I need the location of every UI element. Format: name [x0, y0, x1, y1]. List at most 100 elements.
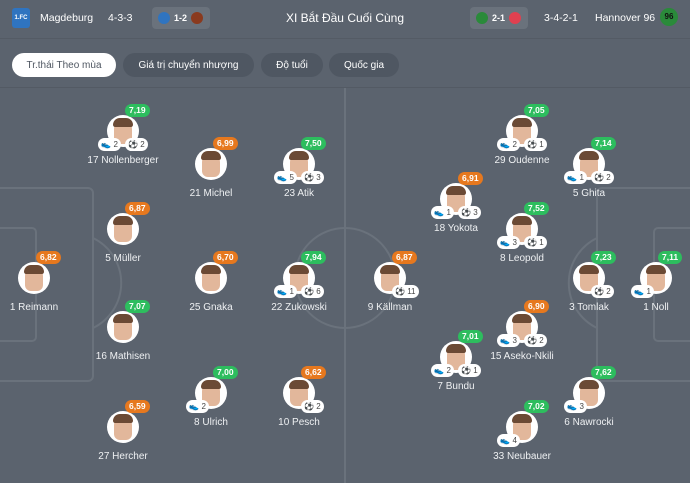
- tab-nationality[interactable]: Quốc gia: [329, 53, 399, 77]
- tab-season-stats[interactable]: Tr.thái Theo mùa: [12, 53, 116, 77]
- player-avatar[interactable]: 6,90 👟 3 ⚽ 2: [497, 300, 549, 347]
- boot-icon: 👟: [567, 173, 578, 182]
- home-last-score: 1-2: [174, 13, 188, 23]
- home-last-match[interactable]: 1-2: [152, 7, 210, 29]
- football-icon: ⚽: [128, 140, 138, 149]
- player-name[interactable]: 33 Neubauer: [493, 451, 551, 462]
- boot-icon: 👟: [500, 336, 511, 345]
- player-avatar[interactable]: 7,52 👟 3 ⚽ 1: [497, 202, 549, 249]
- player-avatar[interactable]: 7,00 👟 2: [186, 366, 238, 413]
- player-avatar[interactable]: 6,99: [195, 137, 238, 180]
- boot-icon: 👟: [277, 287, 288, 296]
- player-avatar[interactable]: 6,87: [107, 202, 150, 245]
- tab-market-value[interactable]: Giá trị chuyển nhượng: [123, 53, 254, 77]
- assists-count: 1: [446, 208, 451, 217]
- player-name[interactable]: 29 Oudenne: [494, 155, 550, 166]
- away-last-match[interactable]: 2-1: [470, 7, 528, 29]
- assists-stat: 👟 3: [564, 400, 587, 413]
- player-name[interactable]: 5 Müller: [105, 253, 141, 264]
- assists-stat: 👟 4: [497, 434, 520, 447]
- player-avatar[interactable]: 7,23 ⚽ 2: [573, 251, 616, 298]
- assists-stat: 👟 5: [274, 171, 297, 184]
- goals-stat: ⚽ 2: [591, 171, 614, 184]
- rating-badge: 7,02: [524, 400, 549, 413]
- rating-badge: 6,70: [213, 251, 238, 264]
- player-name[interactable]: 23 Atik: [283, 188, 315, 199]
- goals-count: 2: [606, 173, 611, 182]
- tab-bar: Tr.thái Theo mùa Giá trị chuyển nhượng Đ…: [0, 38, 690, 88]
- goals-stat: ⚽ 2: [524, 334, 547, 347]
- rating-badge: 7,01: [458, 330, 483, 343]
- player-name[interactable]: 17 Nollenberger: [87, 155, 159, 166]
- player-name[interactable]: 6 Nawrocki: [564, 417, 614, 428]
- rating-badge: 6,91: [458, 172, 483, 185]
- football-icon: ⚽: [304, 287, 314, 296]
- player-avatar[interactable]: 7,01 👟 2 ⚽ 1: [431, 330, 483, 377]
- player-avatar[interactable]: 7,07: [107, 300, 150, 343]
- player-name[interactable]: 5 Ghita: [572, 188, 606, 199]
- rating-badge: 7,07: [125, 300, 150, 313]
- player-avatar[interactable]: 7,50 👟 5 ⚽ 3: [274, 137, 326, 184]
- boot-icon: 👟: [189, 402, 200, 411]
- player-hair: [24, 265, 44, 274]
- player-name[interactable]: 1 Reimann: [9, 302, 59, 313]
- football-icon: ⚽: [304, 402, 314, 411]
- player-name[interactable]: 9 Källman: [367, 302, 413, 313]
- player-avatar[interactable]: 7,94 👟 1 ⚽ 6: [274, 251, 326, 298]
- player-name[interactable]: 22 Zukowski: [271, 302, 327, 313]
- player-avatar[interactable]: 6,70: [195, 251, 238, 294]
- goals-stat: ⚽ 2: [125, 138, 148, 151]
- pitch-lines: [0, 88, 690, 483]
- player-name[interactable]: 21 Michel: [189, 188, 233, 199]
- assists-stat: 👟 1: [274, 285, 297, 298]
- player-name[interactable]: 10 Pesch: [278, 417, 320, 428]
- player-name[interactable]: 15 Aseko-Nkili: [490, 351, 554, 362]
- rating-badge: 6,62: [301, 366, 326, 379]
- player-avatar[interactable]: 6,59: [107, 400, 150, 443]
- player-avatar[interactable]: 7,14 👟 1 ⚽ 2: [564, 137, 616, 184]
- rating-badge: 7,19: [125, 104, 150, 117]
- goals-stat: ⚽ 2: [591, 285, 614, 298]
- tab-age[interactable]: Độ tuổi: [261, 53, 323, 77]
- player-name[interactable]: 7 Bundu: [437, 381, 475, 392]
- away-team-name[interactable]: Hannover 96: [595, 12, 656, 24]
- player-name[interactable]: 8 Ulrich: [194, 417, 228, 428]
- goals-stat: ⚽ 6: [301, 285, 324, 298]
- goals-stat: ⚽ 1: [524, 138, 547, 151]
- player-hair: [380, 265, 400, 274]
- player-avatar[interactable]: 7,11 👟 1: [631, 251, 683, 298]
- player-avatar[interactable]: 6,82: [18, 251, 61, 294]
- player-avatar[interactable]: 6,91 👟 1 ⚽ 3: [431, 172, 483, 219]
- player-hair: [289, 380, 309, 389]
- assists-stat: 👟 2: [431, 364, 454, 377]
- hannover-mini-icon: [476, 12, 488, 24]
- player-name[interactable]: 18 Yokota: [434, 223, 478, 234]
- player-avatar[interactable]: 7,02 👟 4: [497, 400, 549, 447]
- assists-count: 3: [512, 336, 517, 345]
- player-name[interactable]: 25 Gnaka: [189, 302, 233, 313]
- player-avatar[interactable]: 7,62 👟 3: [564, 366, 616, 413]
- assists-count: 2: [113, 140, 118, 149]
- player-name[interactable]: 16 Mathisen: [95, 351, 151, 362]
- home-team-name[interactable]: Magdeburg: [40, 12, 94, 24]
- away-last-score: 2-1: [492, 13, 506, 23]
- player-avatar[interactable]: 7,05 👟 2 ⚽ 1: [497, 104, 549, 151]
- page-title: XI Bắt Đầu Cuối Cùng: [285, 11, 405, 25]
- player-name[interactable]: 8 Leopold: [500, 253, 544, 264]
- player-name[interactable]: 3 Tomlak: [569, 302, 609, 313]
- player-hair: [201, 265, 221, 274]
- player-hair: [579, 380, 599, 389]
- boot-icon: 👟: [434, 208, 445, 217]
- goals-count: 11: [407, 287, 416, 296]
- goals-count: 3: [316, 173, 321, 182]
- player-avatar[interactable]: 7,19 👟 2 ⚽ 2: [98, 104, 150, 151]
- goals-stat: ⚽ 11: [392, 285, 419, 298]
- player-name[interactable]: 27 Hercher: [98, 451, 148, 462]
- player-avatar[interactable]: 6,62 ⚽ 2: [283, 366, 326, 413]
- player-name[interactable]: 1 Noll: [643, 302, 669, 313]
- boot-icon: 👟: [500, 436, 511, 445]
- player-avatar[interactable]: 6,87 ⚽ 11: [374, 251, 419, 298]
- assists-count: 1: [646, 287, 651, 296]
- player-hair: [446, 186, 466, 195]
- rating-badge: 7,62: [591, 366, 616, 379]
